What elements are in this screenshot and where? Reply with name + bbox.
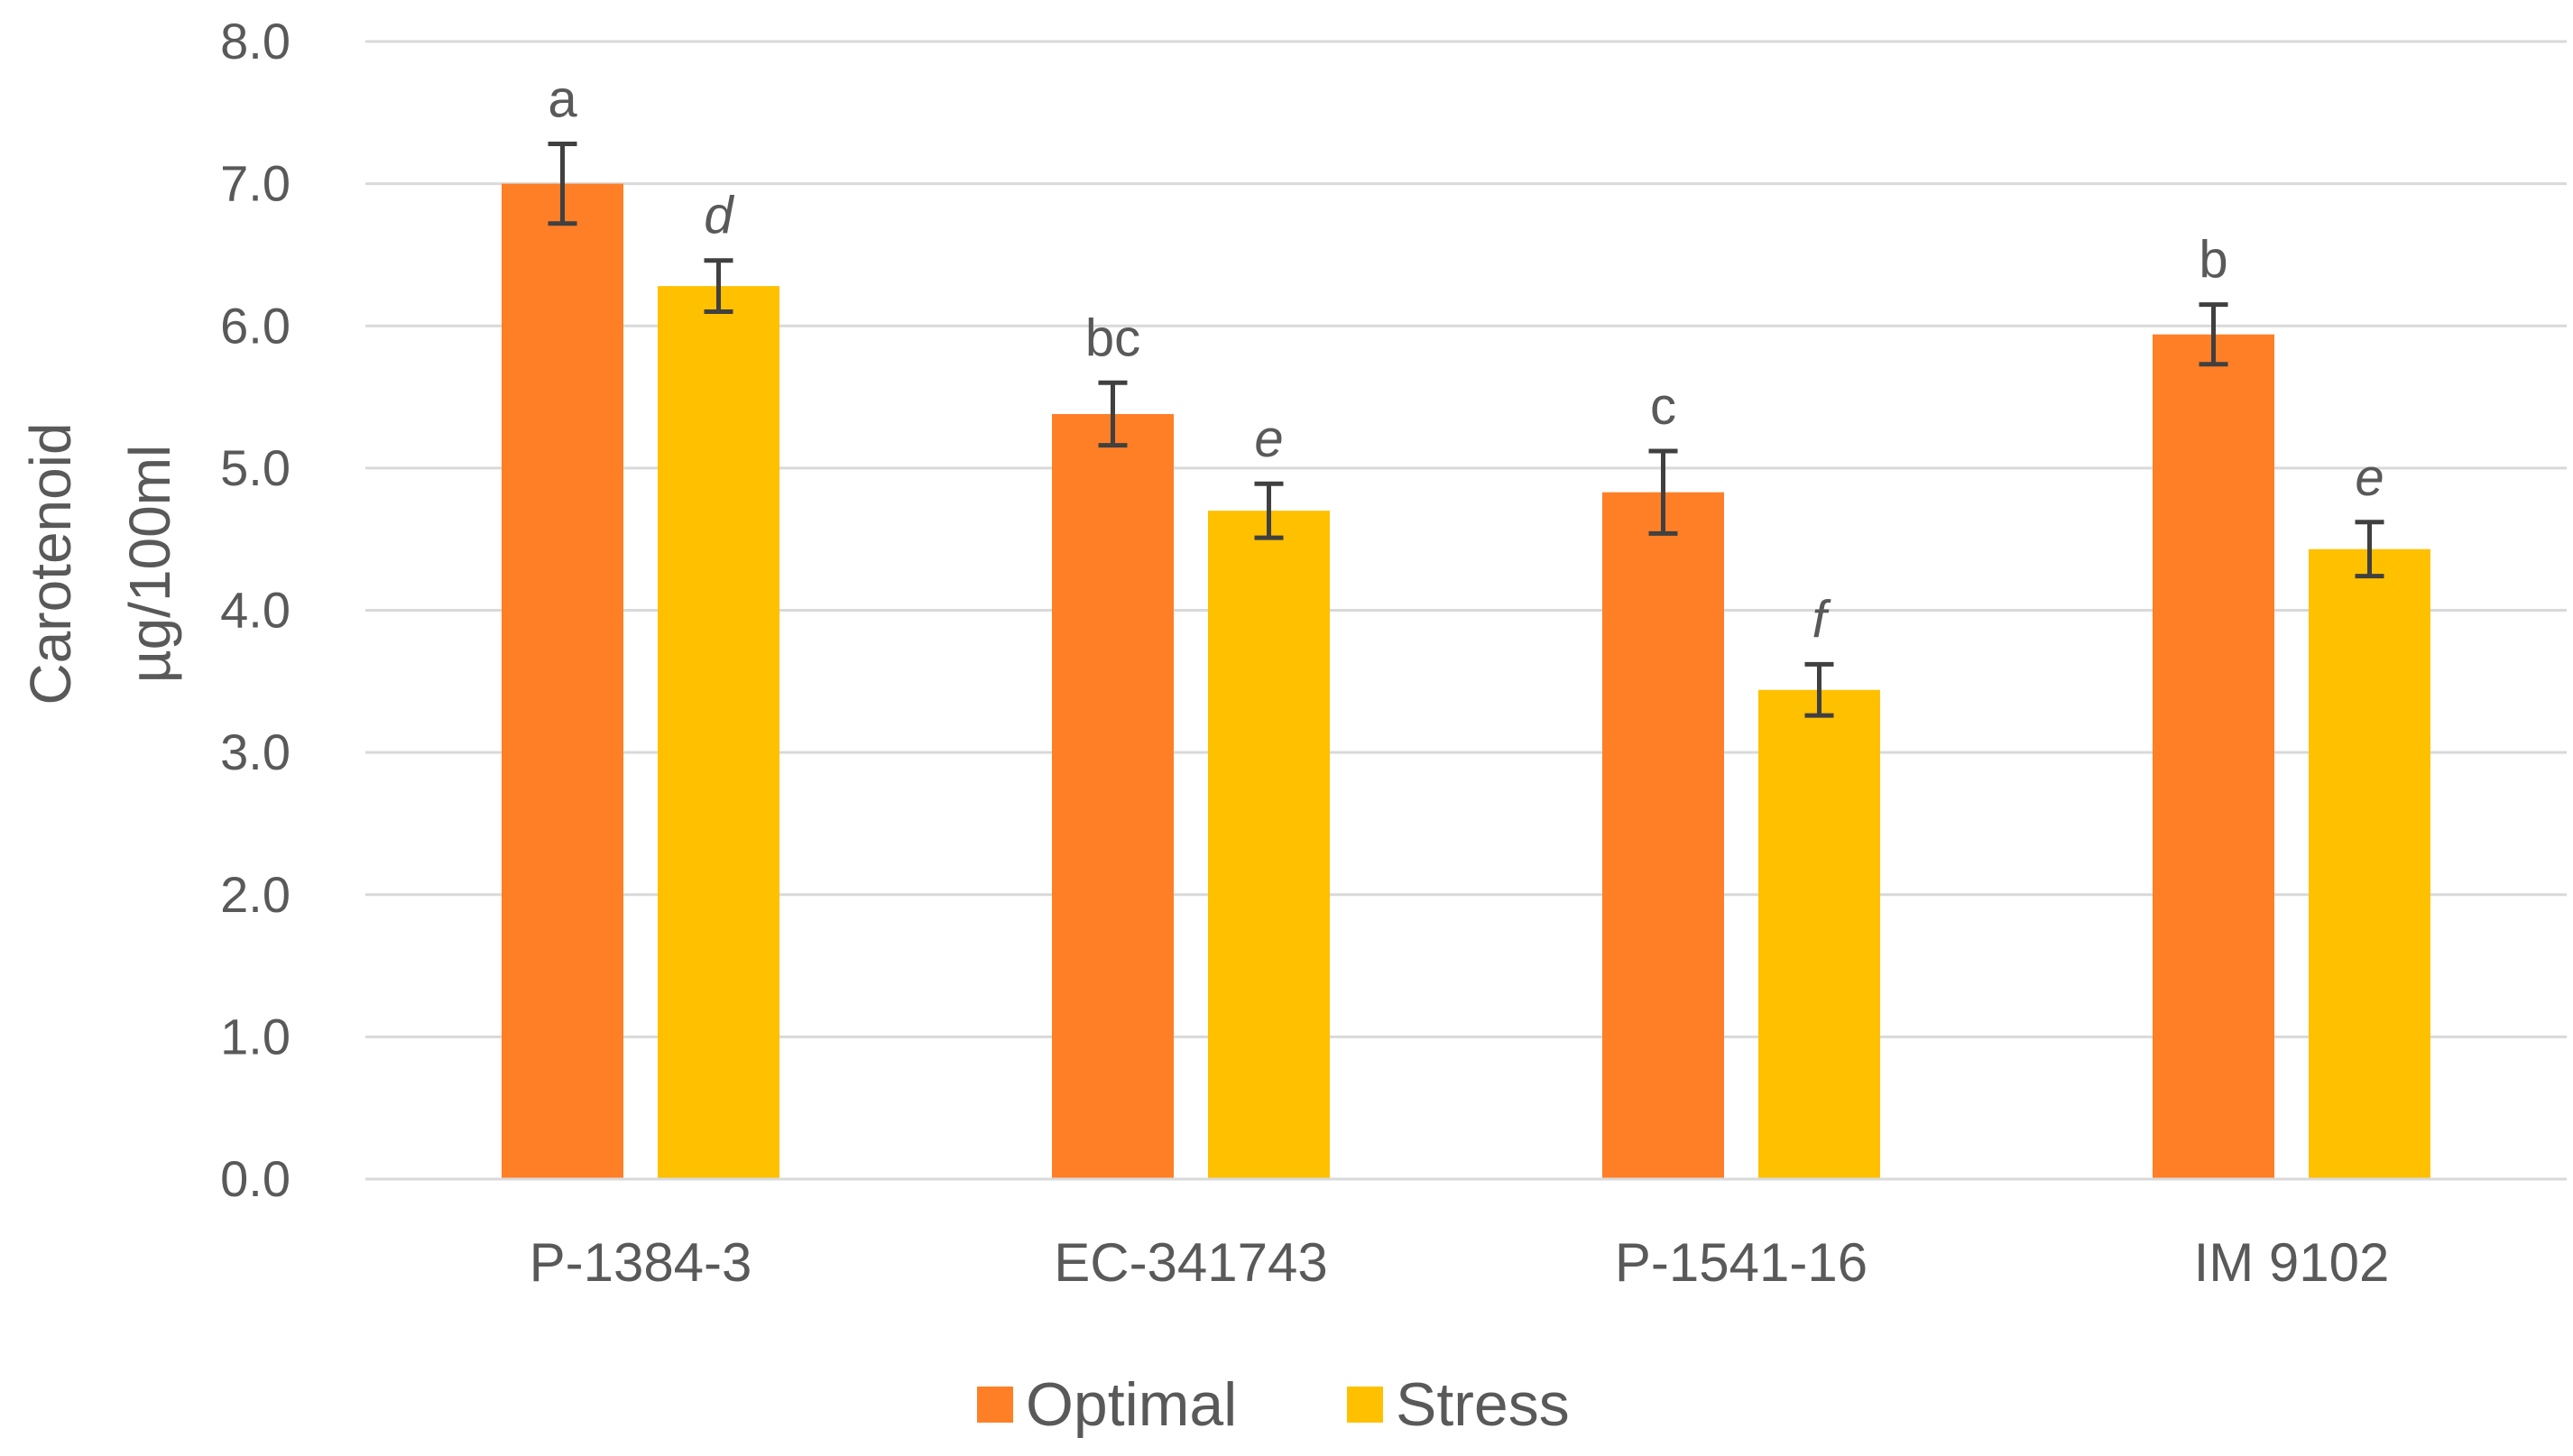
- y-tick-label: 8.0: [220, 13, 290, 69]
- significance-label: e: [2355, 448, 2384, 507]
- x-category-label: IM 9102: [2194, 1232, 2390, 1293]
- bar-optimal: [1052, 413, 1174, 1179]
- bar-optimal: [502, 183, 623, 1179]
- bar-optimal: [1602, 492, 1724, 1179]
- y-axis-title-line2: µg/100ml: [117, 445, 182, 684]
- x-category-label: P-1384-3: [530, 1232, 752, 1293]
- x-category-label: EC-341743: [1054, 1232, 1328, 1293]
- significance-label: f: [1812, 590, 1831, 649]
- significance-label: bc: [1085, 309, 1140, 367]
- significance-label: d: [704, 187, 734, 245]
- bar-stress: [658, 286, 779, 1179]
- bar-stress: [1758, 689, 1880, 1179]
- bar-optimal: [2153, 334, 2274, 1179]
- y-tick-label: 7.0: [220, 155, 290, 212]
- bar-stress: [2309, 548, 2430, 1179]
- legend-swatch-stress: [1347, 1387, 1383, 1423]
- significance-label: c: [1650, 377, 1676, 436]
- y-tick-label: 6.0: [220, 297, 290, 354]
- y-tick-label: 0.0: [220, 1150, 290, 1207]
- legend-label-stress: Stress: [1396, 1370, 1570, 1439]
- y-tick-label: 2.0: [220, 866, 290, 923]
- y-axis-title-line1: Carotenoid: [18, 422, 83, 705]
- significance-label: e: [1254, 410, 1283, 468]
- x-category-label: P-1541-16: [1615, 1232, 1868, 1293]
- legend-label-optimal: Optimal: [1026, 1370, 1237, 1439]
- significance-label: a: [548, 69, 577, 128]
- bar-stress: [1208, 511, 1330, 1179]
- y-tick-label: 1.0: [220, 1008, 290, 1064]
- y-tick-label: 4.0: [220, 582, 290, 639]
- y-tick-label: 5.0: [220, 439, 290, 496]
- y-tick-label: 3.0: [220, 723, 290, 780]
- significance-label: b: [2199, 231, 2227, 290]
- legend-swatch-optimal: [977, 1387, 1013, 1423]
